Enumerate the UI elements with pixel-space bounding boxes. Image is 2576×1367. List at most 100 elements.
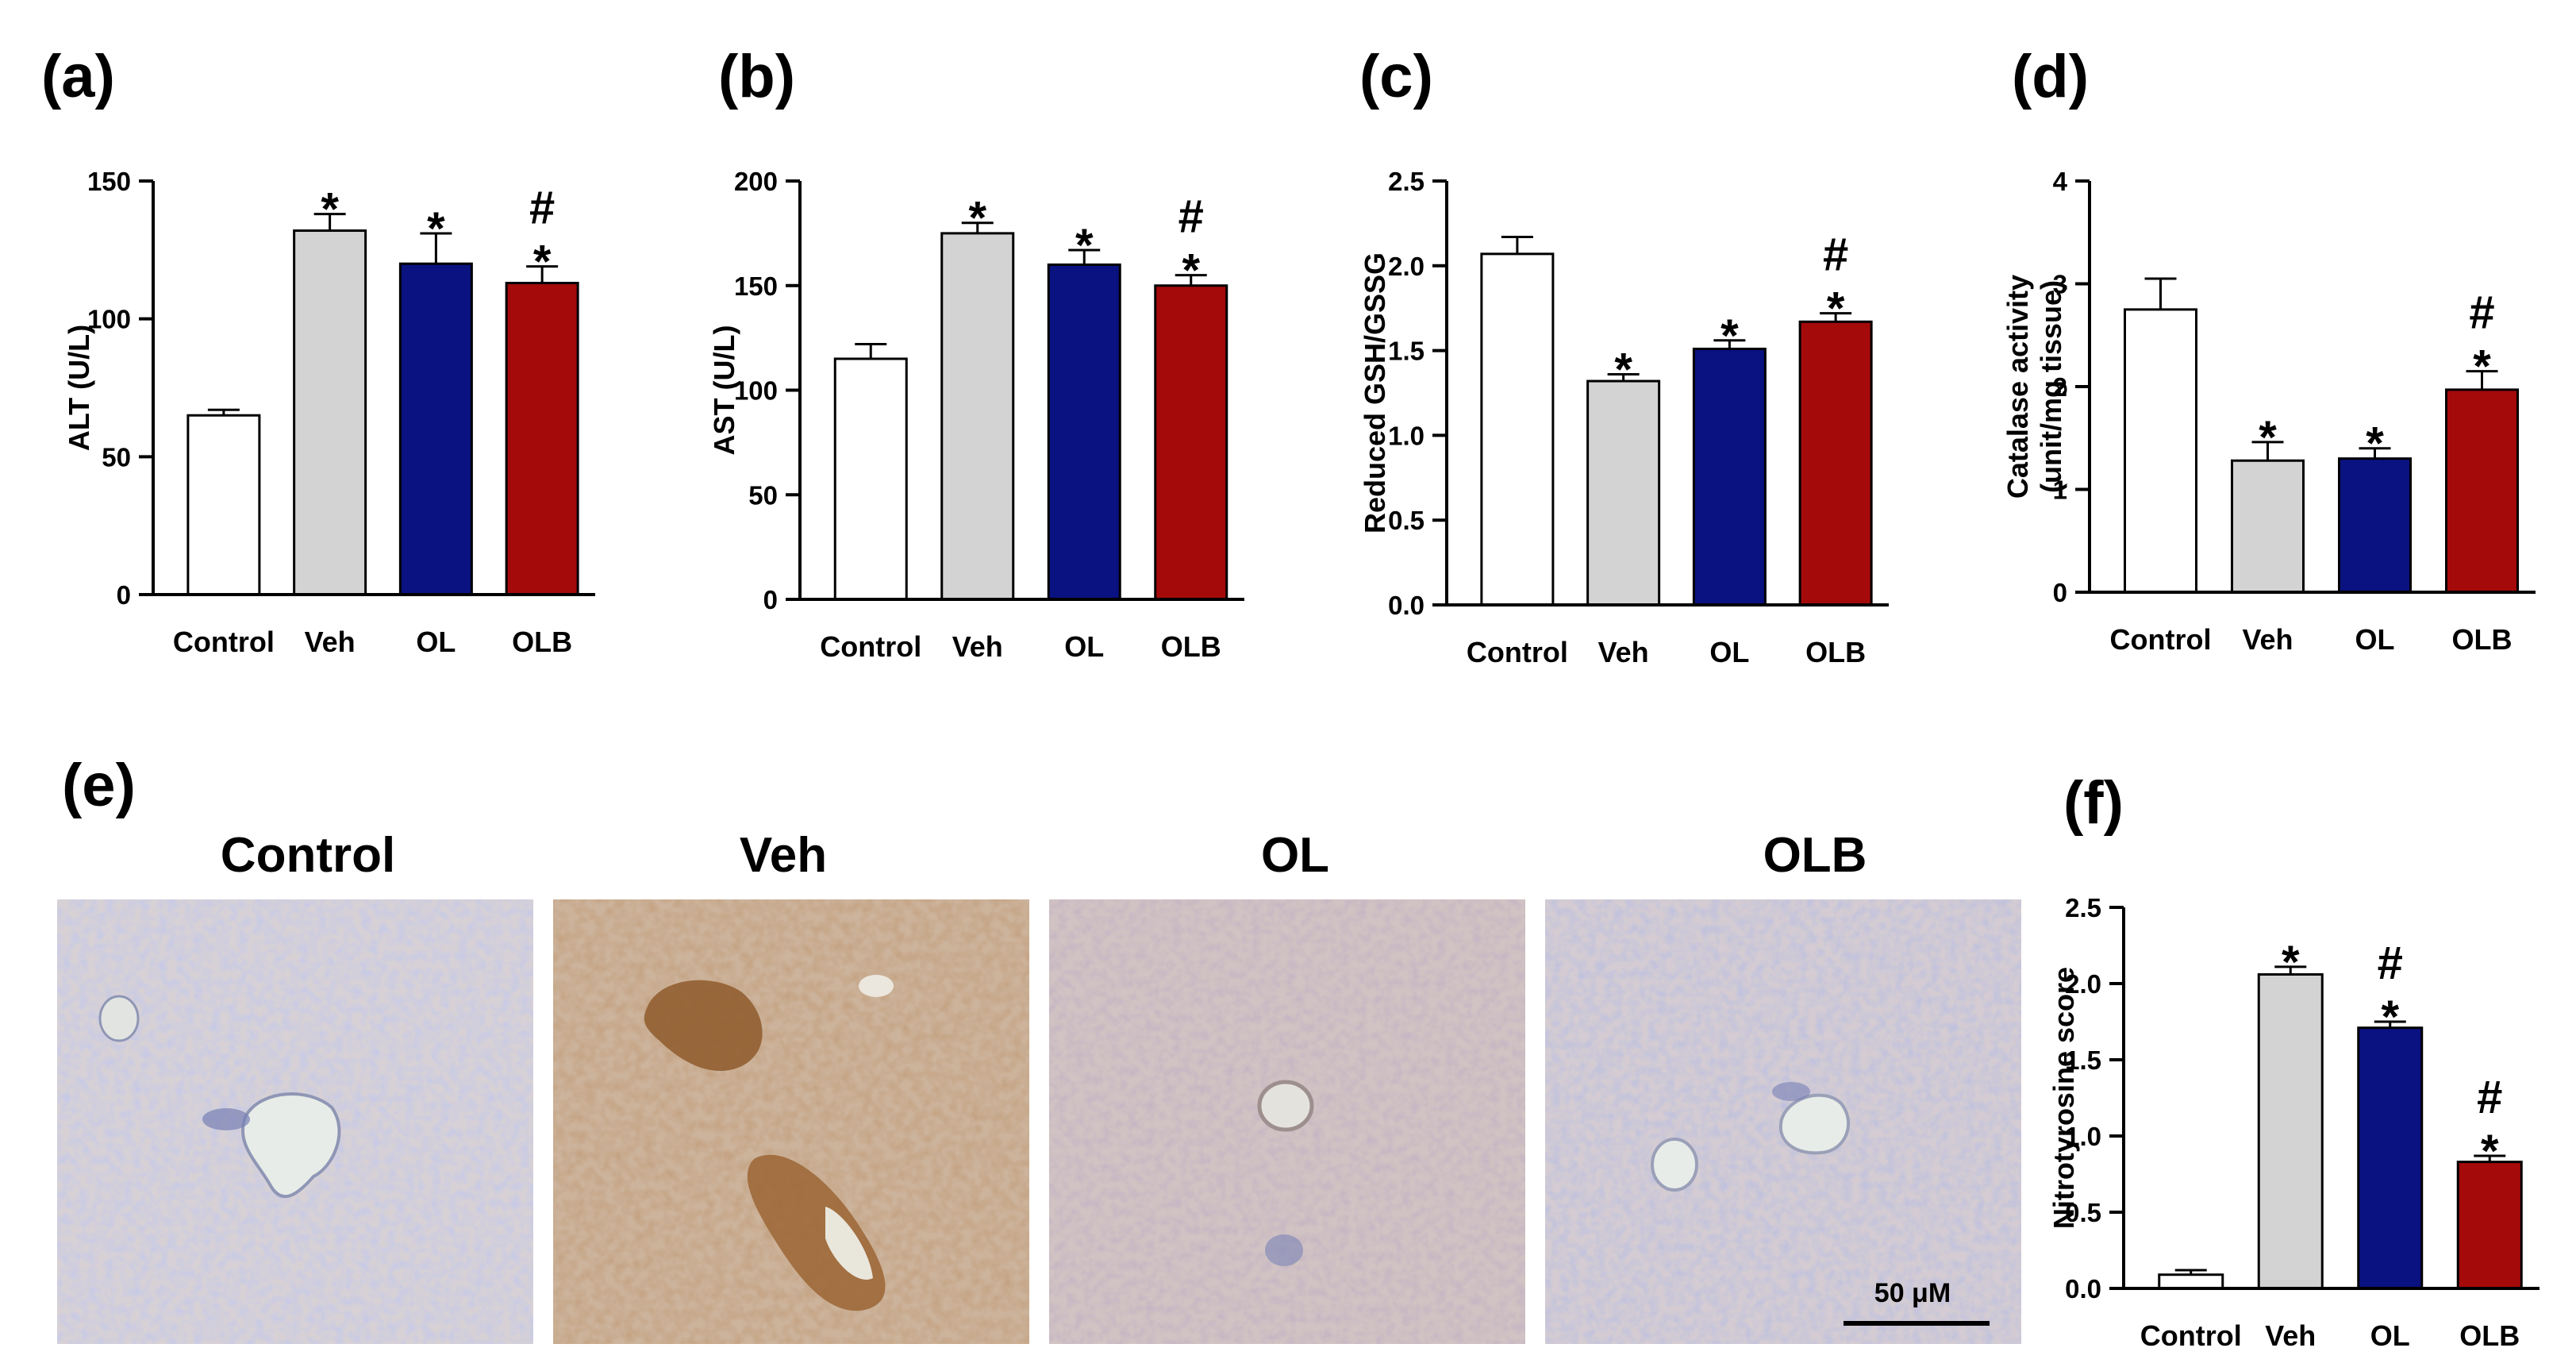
bar-control (2158, 1273, 2224, 1290)
significance-star: * (533, 237, 552, 288)
y-tick-label: 1.5 (1388, 337, 1424, 366)
category-label: OLB (1161, 630, 1221, 663)
panel-label: (c) (1359, 43, 1433, 110)
bar-ol (1692, 347, 1767, 606)
category-label: OL (1709, 636, 1749, 668)
significance-star: * (2282, 937, 2300, 988)
micrograph-title-veh: Veh (740, 828, 827, 883)
significance-hash: # (1823, 229, 1848, 281)
significance-star: * (2481, 1126, 2499, 1177)
y-tick-label: 100 (734, 376, 778, 406)
y-tick-label: 0.0 (2065, 1274, 2101, 1303)
significance-hash: # (1178, 191, 1204, 243)
panel-label-e: (e) (62, 752, 136, 819)
y-tick-label: 3 (2053, 270, 2067, 299)
y-tick-label: 1.0 (2065, 1122, 2101, 1151)
significance-star: * (2381, 992, 2399, 1043)
category-label: Control (173, 626, 275, 658)
y-axis-title: Catalase activity (2001, 275, 2034, 499)
category-label: OLB (2459, 1319, 2520, 1352)
y-tick-label: 50 (748, 480, 778, 510)
y-tick-label: 1.5 (2065, 1045, 2101, 1075)
bar-veh (1586, 379, 1661, 606)
y-tick-label: 0.5 (2065, 1198, 2101, 1227)
bar-veh (2231, 459, 2305, 594)
y-tick-label: 1.0 (1388, 421, 1424, 450)
bar-control (833, 357, 908, 601)
significance-hash: # (529, 183, 555, 234)
y-tick-label: 1 (2053, 476, 2067, 505)
significance-hash: # (2469, 287, 2494, 339)
y-tick-label: 0.0 (1388, 591, 1424, 620)
significance-star: * (1182, 245, 1200, 297)
micrograph-title-olb: OLB (1763, 828, 1867, 883)
bar-ol (398, 262, 473, 596)
category-label: Veh (952, 630, 1003, 663)
significance-star: * (1614, 345, 1632, 396)
bar-ol (2357, 1026, 2424, 1290)
y-tick-label: 2.0 (2065, 969, 2101, 999)
bar-veh (2257, 972, 2324, 1290)
category-label: Control (2110, 623, 2212, 656)
micrograph-olb-image (1545, 899, 2021, 1344)
significance-hash: # (2378, 938, 2403, 989)
micrograph-control-image (57, 899, 533, 1344)
chart-panel: (f)Control*Veh*#OL*#OLB0.00.51.01.52.02.… (2047, 769, 2539, 1352)
micrograph-veh-image (553, 899, 1029, 1344)
category-label: Veh (2265, 1319, 2316, 1352)
bar-control (2124, 308, 2197, 594)
y-axis-title: Reduced GSH/GSSG (1359, 252, 1391, 533)
significance-star: * (2473, 341, 2491, 393)
category-label: Veh (305, 626, 356, 658)
category-label: OL (2355, 623, 2395, 656)
category-label: OLB (2452, 623, 2513, 656)
significance-star: * (321, 184, 339, 236)
panel-label: (f) (2063, 769, 2124, 837)
panel-label: (d) (2012, 43, 2089, 110)
bar-veh (940, 232, 1015, 601)
category-label: Veh (2242, 623, 2293, 656)
scale-bar-label: 50 μM (1874, 1278, 1951, 1308)
bar-control (1480, 252, 1555, 606)
y-tick-label: 200 (734, 167, 778, 196)
y-tick-label: 2.5 (1388, 167, 1424, 196)
micrograph-title-control: Control (221, 828, 395, 883)
y-tick-label: 4 (2053, 167, 2068, 196)
bar-olb (2445, 388, 2519, 594)
micrograph-panel: (e) Control Veh OL OLB (57, 752, 2021, 1344)
y-tick-label: 150 (734, 271, 778, 301)
significance-star: * (2366, 418, 2384, 470)
y-axis-title: AST (U/L) (708, 325, 740, 456)
bar-veh (293, 229, 367, 596)
micrograph-title-ol: OL (1261, 828, 1329, 883)
bar-olb (2456, 1161, 2523, 1290)
y-tick-label: 2.5 (2065, 893, 2101, 922)
y-axis-title: Nitrotyrosine score (2047, 967, 2080, 1229)
y-tick-label: 150 (87, 167, 131, 196)
significance-star: * (427, 203, 445, 255)
significance-star: * (1721, 310, 1739, 362)
y-tick-label: 0 (763, 585, 778, 614)
bar-olb (1154, 284, 1228, 601)
category-label: OL (2370, 1319, 2410, 1352)
y-tick-label: 0 (2053, 578, 2067, 607)
bar-ol (1047, 263, 1121, 601)
y-tick-label: 0.5 (1388, 506, 1424, 535)
panel-label: (a) (41, 43, 115, 110)
significance-hash: # (2477, 1072, 2502, 1123)
category-label: Control (2140, 1319, 2242, 1352)
y-tick-label: 2.0 (1388, 252, 1424, 281)
y-tick-label: 100 (87, 305, 131, 334)
y-tick-label: 2 (2053, 372, 2067, 402)
bar-olb (1798, 320, 1873, 606)
category-label: Control (820, 630, 921, 663)
y-axis-title: (unit/mg tissue) (2035, 280, 2067, 493)
bar-olb (505, 282, 579, 596)
category-label: Control (1467, 636, 1568, 668)
y-tick-label: 50 (102, 442, 131, 472)
significance-star: * (1075, 220, 1094, 271)
